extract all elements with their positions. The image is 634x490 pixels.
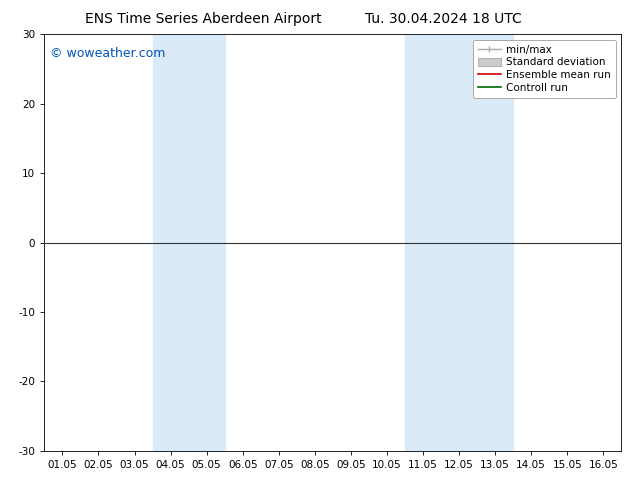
Text: Tu. 30.04.2024 18 UTC: Tu. 30.04.2024 18 UTC	[365, 12, 522, 26]
Text: © woweather.com: © woweather.com	[50, 47, 165, 60]
Text: ENS Time Series Aberdeen Airport: ENS Time Series Aberdeen Airport	[84, 12, 321, 26]
Bar	[405, 34, 513, 451]
Bar	[153, 34, 224, 451]
Legend: min/max, Standard deviation, Ensemble mean run, Controll run: min/max, Standard deviation, Ensemble me…	[473, 40, 616, 98]
